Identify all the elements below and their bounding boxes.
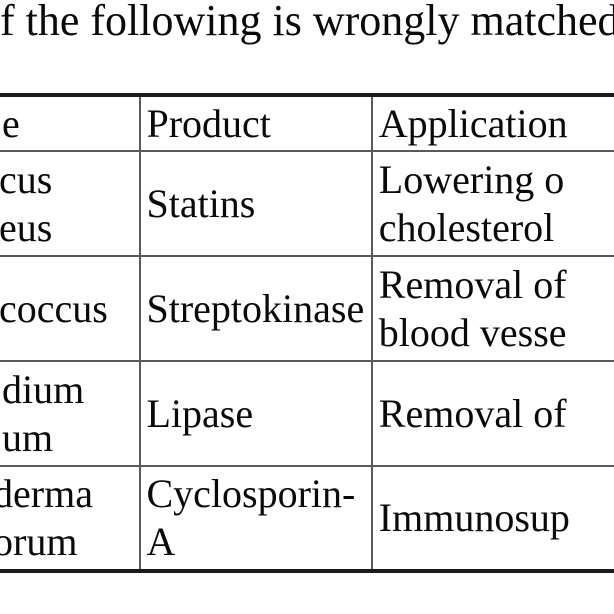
cell-line: Removal of [378,390,567,436]
cell-line: coccus [0,285,108,331]
table-row-cyclosporin: derma orum Cyclosporin- A Immunosup [0,465,614,573]
cell-line: cholesterol [378,204,555,250]
microbe-cell: dium um [0,360,142,467]
cell-line: Removal of [378,261,567,307]
product-cell: Streptokinase [139,255,373,362]
header-cell-product: Product [139,93,373,152]
cell-line: blood vesse [378,309,567,355]
cell-line: eus [0,204,53,250]
cell-line: orum [0,519,78,564]
application-cell: Lowering o cholesterol [370,150,614,257]
question-text: f the following is wrongly matched i [0,0,614,45]
product-cell: Lipase [139,360,373,467]
application-cell: Removal of [370,360,614,467]
cell-line: Immunosup [378,495,570,540]
table-row-streptokinase: coccus Streptokinase Removal of blood ve… [0,255,614,362]
cell-line: derma [0,471,93,516]
cell-line: Statins [146,180,256,226]
microbe-cell: coccus [0,255,142,362]
cell-line: dium [2,366,85,412]
table-row-statins: cus eus Statins Lowering o cholesterol [0,150,614,257]
cell-line: Lipase [146,390,254,436]
cell-line: um [2,414,54,460]
microbe-product-table: e Product Application cus eus Statins Lo… [0,93,614,573]
header-cell-application: Application [370,93,614,152]
cell-line: A [146,519,176,564]
application-cell: Removal of blood vesse [370,255,614,362]
product-cell: Cyclosporin- A [139,465,373,573]
header-application-label: Application [378,100,568,146]
cell-line: Streptokinase [146,285,365,331]
cell-line: Lowering o [378,156,565,202]
header-microbe-label: e [2,100,20,146]
header-product-label: Product [146,100,271,146]
application-cell: Immunosup [370,465,614,573]
product-cell: Statins [139,150,373,257]
cell-line: Cyclosporin- [146,471,356,516]
header-cell-microbe: e [0,93,142,152]
table-header-row: e Product Application [0,93,614,152]
cell-line: cus [0,156,53,202]
microbe-cell: cus eus [0,150,142,257]
table-row-lipase: dium um Lipase Removal of [0,360,614,467]
microbe-cell: derma orum [0,465,142,573]
